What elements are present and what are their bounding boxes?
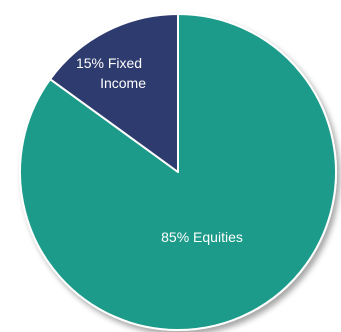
fixed-income-label-line-2: Income: [100, 75, 146, 91]
equities-slice-label: 85% Equities: [161, 229, 243, 245]
fixed-income-slice: [49, 13, 179, 173]
pie-group: [19, 13, 337, 331]
fixed-income-label-line-1: 15% Fixed: [76, 55, 142, 71]
fixed-income-slice-label: 15% Fixed Income: [76, 55, 146, 91]
